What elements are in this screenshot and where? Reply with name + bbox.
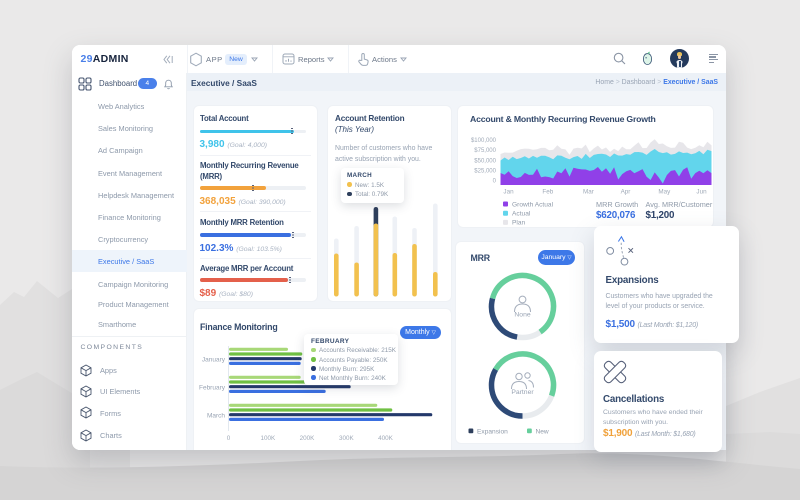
- svg-text:$75,000: $75,000: [474, 148, 496, 154]
- svg-text:$50,000: $50,000: [474, 158, 496, 164]
- svg-text:March: March: [207, 413, 225, 420]
- svg-text:New: New: [536, 428, 549, 435]
- svg-text:Avg. MRR/Customer: Avg. MRR/Customer: [645, 200, 712, 209]
- svg-text:None: None: [514, 311, 530, 318]
- svg-text:$25,000: $25,000: [474, 168, 496, 174]
- svg-text:0: 0: [492, 178, 496, 184]
- svg-text:Jun: Jun: [696, 188, 707, 195]
- svg-text:Expansion: Expansion: [477, 428, 508, 435]
- svg-text:400K: 400K: [378, 435, 394, 442]
- svg-text:May: May: [658, 188, 671, 195]
- svg-text:0: 0: [227, 435, 231, 442]
- svg-text:$620,076: $620,076: [596, 210, 636, 221]
- svg-text:Partner: Partner: [511, 389, 534, 396]
- svg-text:Jan: Jan: [503, 188, 514, 195]
- svg-text:Apr: Apr: [620, 188, 630, 195]
- svg-text:200K: 200K: [300, 435, 316, 442]
- svg-text:Plan: Plan: [512, 219, 526, 226]
- svg-text:January: January: [202, 357, 226, 364]
- svg-text:300K: 300K: [339, 435, 355, 442]
- svg-text:MRR Growth: MRR Growth: [596, 200, 638, 209]
- svg-text:Growth Actual: Growth Actual: [512, 201, 554, 208]
- svg-text:100K: 100K: [260, 435, 276, 442]
- svg-text:$1,200: $1,200: [645, 210, 675, 221]
- svg-text:February: February: [199, 385, 226, 392]
- svg-text:$100,000: $100,000: [470, 137, 496, 143]
- svg-text:Mar: Mar: [582, 188, 593, 195]
- svg-text:Feb: Feb: [542, 188, 553, 195]
- svg-text:Actual: Actual: [512, 210, 531, 217]
